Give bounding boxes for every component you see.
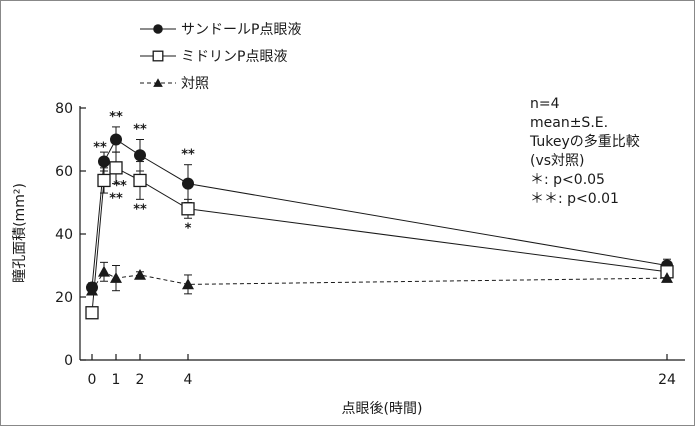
open-square-marker [97, 173, 111, 188]
significance-label: ** [133, 202, 147, 217]
significance-label: ** [109, 191, 123, 206]
x-tick-label: 2 [136, 372, 145, 388]
filled-triangle-marker [98, 265, 110, 277]
open-square-marker [85, 306, 99, 320]
stat-note: ＊: p<0.05 [530, 172, 605, 188]
x-tick-label: 1 [112, 372, 121, 388]
significance-label: ** [93, 141, 107, 156]
x-tick-label: 24 [658, 372, 676, 388]
filled-circle-marker [134, 149, 146, 162]
axes [79, 106, 685, 361]
legend-label: サンドールP点眼液 [181, 22, 301, 38]
filled-triangle-marker [661, 272, 673, 283]
open-square-marker [181, 202, 195, 216]
filled-triangle-marker [86, 284, 98, 296]
y-tick-label: 80 [55, 101, 73, 117]
stat-note: (vs対照) [530, 153, 585, 169]
x-axis-label: 点眼後(時間) [342, 401, 423, 417]
x-tick-label: 0 [88, 372, 97, 388]
filled-circle-marker [98, 155, 110, 168]
stat-note: mean±S.E. [530, 115, 608, 131]
significance-label: ** [181, 148, 195, 163]
significance-label: * [185, 221, 192, 236]
open-square-marker [109, 161, 123, 175]
series-line [91, 167, 668, 313]
filled-triangle-marker [182, 278, 194, 290]
y-tick-label: 20 [55, 290, 73, 306]
y-tick-label: 0 [64, 353, 73, 369]
filled-triangle-marker [110, 272, 122, 283]
series-line [91, 271, 668, 291]
significance-label: ** [109, 110, 123, 125]
filled-circle-marker [182, 177, 194, 190]
significance-label: ** [133, 123, 147, 138]
stat-note: n=4 [530, 96, 560, 112]
y-tick-label: 60 [55, 164, 73, 180]
filled-triangle-marker [134, 268, 146, 280]
series-markers [85, 133, 674, 320]
stat-note: Tukeyの多重比較 [529, 133, 640, 150]
filled-circle-marker [153, 24, 163, 34]
y-tick-label: 40 [55, 227, 73, 243]
stat-note: ＊＊: p<0.01 [530, 191, 619, 207]
significance-labels: *************** [93, 110, 195, 236]
x-tick-label: 4 [184, 372, 193, 388]
filled-circle-marker [110, 133, 122, 146]
open-square-marker [133, 173, 147, 188]
legend-label: 対照 [181, 76, 209, 92]
y-axis-label: 瞳孔面積(mm²) [11, 183, 28, 283]
open-square-marker [152, 50, 164, 62]
significance-label: ** [113, 179, 127, 194]
legend-label: ミドリンP点眼液 [181, 49, 287, 65]
filled-triangle-marker [153, 78, 163, 87]
y-ticks: 0 20 40 60 80 [55, 101, 86, 369]
x-ticks: 0 1 2 4 24 [88, 354, 676, 388]
stat-notes: n=4 mean±S.E. Tukeyの多重比較 (vs対照) ＊: p<0.05 ＊＊:… [529, 96, 640, 207]
